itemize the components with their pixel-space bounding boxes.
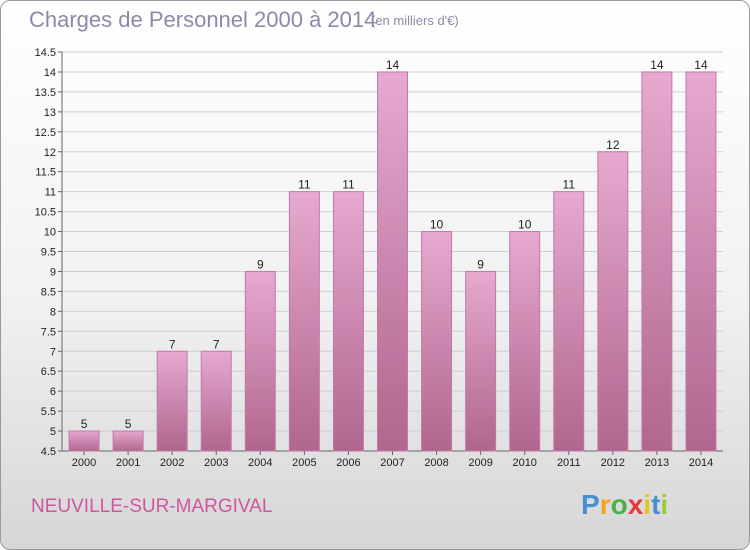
bar: [421, 231, 453, 452]
bar: [200, 350, 232, 452]
y-tick-label: 6: [50, 386, 56, 398]
bar: [244, 270, 276, 452]
logo-letter: P: [581, 489, 600, 520]
logo-letter: r: [599, 489, 611, 520]
x-tick-label: 2001: [116, 457, 140, 469]
y-tick-label: 10.5: [35, 207, 56, 219]
bar-value-label: 14: [694, 58, 708, 72]
bar-value-label: 12: [606, 138, 620, 152]
logo-letter: o: [610, 489, 628, 520]
bar-value-label: 14: [650, 58, 664, 72]
y-tick-label: 8.5: [41, 286, 56, 298]
y-tick-label: 12: [44, 147, 56, 159]
x-tick-label: 2002: [160, 457, 184, 469]
bar: [156, 350, 188, 452]
y-tick-label: 7: [50, 346, 56, 358]
bar: [509, 231, 541, 452]
bar: [553, 191, 585, 452]
x-tick-label: 2007: [380, 457, 404, 469]
y-tick-label: 9: [50, 266, 56, 278]
x-tick-label: 2014: [689, 457, 713, 469]
bar: [332, 191, 364, 452]
commune-name: NEUVILLE-SUR-MARGIVAL: [31, 496, 273, 517]
proxiti-logo: Proxiti: [581, 489, 668, 521]
x-tick-label: 2012: [601, 457, 625, 469]
y-tick-label: 14: [44, 67, 56, 79]
bar: [597, 151, 629, 452]
x-tick-label: 2008: [424, 457, 448, 469]
bar: [465, 270, 497, 452]
y-tick-label: 12.5: [35, 127, 56, 139]
bar: [685, 71, 717, 452]
x-tick-label: 2009: [468, 457, 492, 469]
y-tick-label: 13: [44, 107, 56, 119]
logo-letter: x: [627, 489, 644, 520]
bar-value-label: 14: [386, 58, 400, 72]
bar-value-label: 9: [477, 257, 484, 271]
y-tick-label: 9.5: [41, 247, 56, 259]
bar-value-label: 7: [213, 337, 220, 351]
y-tick-label: 10: [44, 227, 56, 239]
x-tick-label: 2000: [72, 457, 96, 469]
bar: [288, 191, 320, 452]
y-tick-label: 11: [45, 187, 56, 199]
x-tick-label: 2005: [292, 457, 316, 469]
y-tick-label: 5: [50, 426, 56, 438]
bar: [112, 430, 144, 452]
bar-value-label: 9: [257, 257, 264, 271]
y-tick-label: 4.5: [41, 446, 56, 458]
bar-value-label: 10: [518, 218, 532, 232]
logo-letter: i: [660, 489, 669, 520]
y-tick-label: 7.5: [41, 326, 56, 338]
logo-letter: t: [651, 489, 661, 520]
bar-value-label: 11: [563, 178, 576, 192]
logo-letter: i: [643, 489, 652, 520]
y-tick-label: 14.5: [35, 47, 56, 59]
y-tick-label: 11.5: [35, 167, 56, 179]
bar-value-label: 5: [81, 417, 88, 431]
bar: [377, 71, 408, 452]
x-tick-label: 2013: [645, 457, 669, 469]
bar: [641, 71, 673, 452]
x-tick-label: 2010: [512, 457, 536, 469]
bar-value-label: 11: [298, 178, 311, 192]
x-tick-label: 2004: [248, 457, 272, 469]
y-tick-label: 6.5: [41, 366, 56, 378]
bar-value-label: 10: [430, 218, 444, 232]
chart-unit: (en milliers d'€): [371, 13, 459, 28]
x-tick-label: 2003: [204, 457, 228, 469]
y-tick-label: 8: [50, 306, 56, 318]
bar-value-label: 11: [342, 178, 355, 192]
y-tick-label: 5.5: [41, 406, 56, 418]
y-tick-label: 13.5: [35, 87, 56, 99]
bar-value-label: 7: [169, 337, 176, 351]
x-tick-label: 2006: [336, 457, 360, 469]
x-tick-label: 2011: [557, 457, 581, 469]
chart-title: Charges de Personnel 2000 à 2014: [29, 7, 377, 32]
bar-value-label: 5: [125, 417, 132, 431]
bar: [68, 430, 100, 452]
